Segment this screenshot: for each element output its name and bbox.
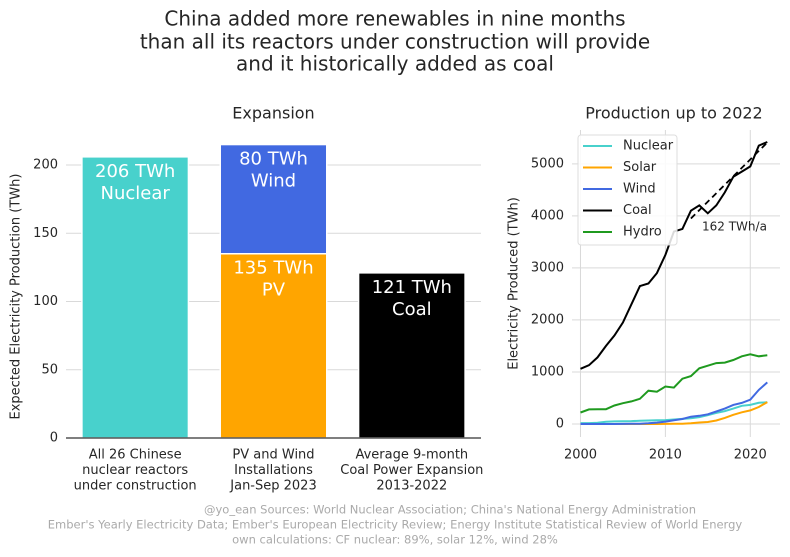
x-tick-label: Coal Power Expansion: [340, 463, 483, 478]
x-tick-label: 2013-2022: [376, 479, 447, 494]
value-label: 80 TWh: [239, 149, 308, 170]
legend-label: Nuclear: [623, 139, 674, 154]
x-tick-label: 2020: [734, 448, 767, 463]
y-tick-label: 0: [556, 416, 564, 431]
subplot-title: Expansion: [232, 104, 314, 123]
value-label: 121 TWh: [372, 277, 452, 298]
y-tick-label: 1000: [531, 364, 564, 379]
x-tick-label: Average 9-month: [355, 448, 468, 463]
y-tick-label: 4000: [531, 208, 564, 223]
legend-label: Hydro: [623, 225, 662, 240]
x-tick-label: All 26 Chinese: [89, 448, 182, 463]
title-line: China added more renewables in nine mont…: [164, 7, 625, 31]
value-label: 135 TWh: [233, 258, 313, 279]
legend-label: Solar: [623, 160, 657, 175]
footer-line: own calculations: CF nuclear: 89%, solar…: [232, 533, 558, 547]
bar: [219, 143, 328, 255]
bar: [81, 156, 190, 439]
value-label: Nuclear: [101, 183, 171, 204]
x-tick-label: 2000: [564, 448, 597, 463]
title-line: and it historically added as coal: [236, 52, 554, 76]
value-label: Coal: [392, 299, 432, 320]
legend-label: Wind: [623, 182, 656, 197]
y-tick-label: 100: [33, 294, 58, 309]
y-tick-label: 5000: [531, 156, 564, 171]
legend-box: [577, 134, 678, 246]
y-tick-label: 0: [50, 431, 58, 446]
y-tick-label: 2000: [531, 312, 564, 327]
x-tick-label: nuclear reactors: [82, 463, 188, 478]
x-tick-label: Jan-Sep 2023: [229, 479, 316, 494]
value-label: 206 TWh: [95, 161, 175, 182]
x-tick-label: Installations: [234, 463, 313, 478]
y-tick-label: 150: [33, 226, 58, 241]
value-label: PV: [262, 280, 286, 301]
bar: [357, 272, 466, 439]
x-tick-label: 2010: [649, 448, 682, 463]
x-tick-label: under construction: [74, 479, 197, 494]
footer-line: Ember's Yearly Electricity Data; Ember's…: [48, 518, 743, 532]
footer-line: @yo_ean Sources: World Nuclear Associati…: [204, 503, 696, 517]
y-axis-label: Electricity Produced (TWh): [507, 197, 522, 370]
x-tick-label: PV and Wind: [232, 448, 314, 463]
line: [580, 353, 768, 414]
y-axis-label: Expected Electricity Production (TWh): [9, 174, 24, 420]
y-tick-label: 200: [33, 158, 58, 173]
title-line: than all its reactors under construction…: [140, 30, 650, 54]
legend-label: Coal: [623, 203, 652, 218]
y-tick-label: 50: [41, 362, 58, 377]
value-label: Wind: [251, 171, 296, 192]
y-tick-label: 3000: [531, 260, 564, 275]
trend-line: [690, 141, 768, 220]
subplot-title: Production up to 2022: [585, 104, 762, 123]
line: [580, 381, 768, 425]
annotation: 162 TWh/a: [702, 220, 767, 234]
